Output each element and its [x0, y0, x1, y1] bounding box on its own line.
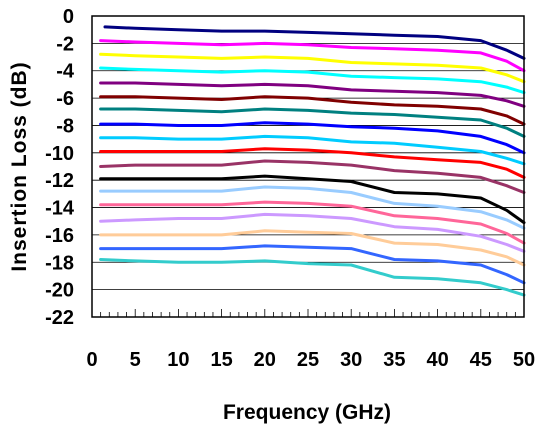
series-line-3 [99, 52, 526, 84]
y-tick-label: -22 [45, 307, 74, 329]
series-line-1 [103, 25, 526, 60]
y-tick-label: -6 [56, 88, 74, 110]
series-line-14 [99, 200, 526, 245]
x-tick-label: 40 [426, 349, 448, 371]
series-line-13 [99, 185, 526, 230]
y-tick-label: -20 [45, 280, 74, 302]
x-tick-label: 20 [254, 349, 276, 371]
y-tick-label: -4 [56, 61, 75, 83]
y-tick-label: -10 [45, 143, 74, 165]
x-tick-label: 30 [340, 349, 362, 371]
x-tick-label: 15 [210, 349, 232, 371]
series-line-7 [99, 107, 526, 138]
plot-frame [91, 15, 525, 318]
series-line-18 [99, 258, 526, 297]
x-tick-label: 10 [167, 349, 189, 371]
x-tick-label: 35 [383, 349, 405, 371]
series-line-12 [99, 174, 526, 225]
y-tick-label: 0 [63, 6, 74, 28]
y-tick-label: -14 [45, 198, 75, 220]
series-line-17 [99, 244, 526, 285]
y-tick-label: -8 [56, 115, 74, 137]
y-tick-label: -2 [56, 33, 74, 55]
minor-ticks [100, 309, 516, 317]
series-line-4 [99, 66, 526, 95]
x-axis-title: Frequency (GHz) [223, 401, 391, 424]
series-line-16 [99, 229, 526, 267]
y-tick-labels: 0 -2 -4 -6 -8 -10 -12 -14 -16 -18 -20 -22 [45, 6, 75, 329]
x-tick-label: 5 [130, 349, 141, 371]
x-tick-label: 50 [513, 349, 535, 371]
x-tick-labels: 0 5 10 15 20 25 30 35 40 45 50 [86, 349, 535, 371]
series-line-11 [99, 159, 526, 194]
series-lines [99, 25, 526, 297]
series-line-6 [99, 95, 526, 126]
y-tick-label: -18 [45, 252, 74, 274]
series-line-15 [99, 212, 526, 253]
series-line-8 [99, 121, 526, 155]
x-tick-label: 25 [297, 349, 319, 371]
x-tick-label: 45 [470, 349, 492, 371]
y-axis-title: Insertion Loss (dB) [8, 61, 31, 271]
series-line-2 [99, 39, 526, 73]
x-tick-label: 0 [86, 349, 97, 371]
series-line-10 [99, 147, 526, 179]
y-tick-label: -12 [45, 170, 74, 192]
y-tick-label: -16 [45, 225, 74, 247]
series-line-9 [99, 134, 526, 166]
series-line-5 [99, 81, 526, 108]
